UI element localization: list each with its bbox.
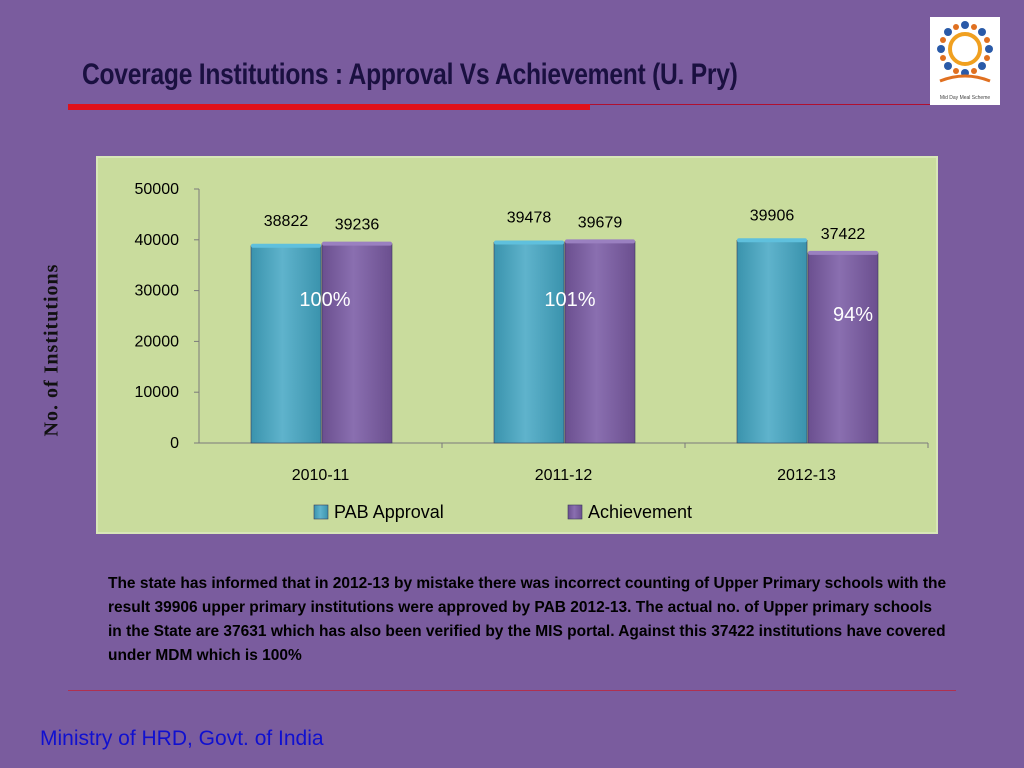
chart-panel: 0 10000 20000 30000 40000 50000 2010-11 38822 39…	[96, 156, 938, 534]
footer-text: Ministry of HRD, Govt. of India	[40, 727, 324, 750]
legend-swatch-pab-approval	[313, 504, 329, 520]
bar-pab-approval	[250, 245, 322, 444]
bar-achievement	[564, 241, 636, 444]
explanatory-note: The state has informed that in 2012-13 b…	[108, 575, 947, 664]
y-tick-label: 20000	[135, 333, 180, 350]
data-label: 39478	[507, 209, 552, 226]
y-axis-title: No. of Institutions	[40, 263, 63, 437]
data-label: 39236	[335, 217, 380, 234]
bar-achievement	[321, 243, 393, 444]
y-tick-label: 40000	[135, 232, 180, 249]
data-label: 38822	[264, 213, 309, 230]
title-thin-rule	[590, 104, 930, 105]
percentage-annotation: 100%	[299, 289, 350, 311]
x-category-label: 2011-12	[535, 467, 593, 484]
y-tick-label: 0	[170, 435, 179, 452]
title-accent-rule	[68, 104, 590, 110]
bar-achievement	[807, 252, 879, 444]
bar-top-cap	[322, 241, 392, 246]
bar-top-cap	[565, 239, 635, 244]
bar-pab-approval	[493, 242, 565, 444]
data-label: 37422	[821, 226, 866, 243]
data-label: 39906	[750, 207, 795, 224]
mid-day-meal-logo: Mid Day Meal Scheme	[930, 17, 1000, 105]
bar-pab-approval	[736, 239, 808, 444]
legend-label: Achievement	[588, 502, 692, 522]
bar-top-cap	[737, 238, 807, 243]
legend-swatch-achievement	[567, 504, 583, 520]
y-tick-label: 30000	[135, 283, 180, 300]
x-category-label: 2010-11	[292, 467, 350, 484]
bar-top-cap	[494, 240, 564, 245]
footer-rule	[68, 690, 956, 691]
logo-emblem-icon	[937, 21, 993, 83]
data-label: 39679	[578, 214, 623, 231]
y-tick-label: 50000	[135, 181, 180, 198]
legend-label: PAB Approval	[334, 502, 444, 522]
percentage-annotation: 101%	[544, 289, 595, 311]
y-tick-label: 10000	[135, 384, 180, 401]
slide-title: Coverage Institutions : Approval Vs Achi…	[82, 58, 738, 91]
logo-caption: Mid Day Meal Scheme	[939, 95, 991, 101]
x-category-label: 2012-13	[777, 467, 836, 484]
bar-chart: 0 10000 20000 30000 40000 50000 2010-11 38822 39…	[135, 181, 929, 522]
percentage-annotation: 94%	[833, 304, 873, 326]
bar-top-cap	[808, 250, 878, 255]
bar-top-cap	[251, 243, 321, 248]
